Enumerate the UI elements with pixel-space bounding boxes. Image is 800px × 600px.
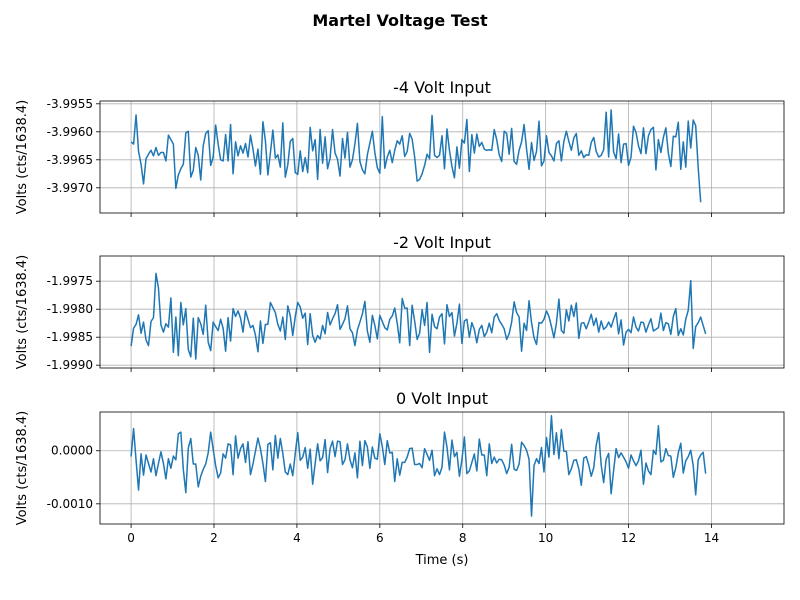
- x-tick-label: 0: [127, 531, 135, 545]
- y-tick-label: -1.9975: [47, 274, 93, 288]
- series-line: [130, 109, 702, 203]
- y-tick-label: -3.9970: [47, 181, 93, 195]
- panel-2: 0 2 4 6 8 10 12 14 0.0000 -0.0010 0 Volt Input Volt…: [15, 389, 785, 568]
- axes-frame: [99, 411, 785, 525]
- y-tick-label: 0.0000: [51, 444, 93, 458]
- x-tick-label: 2: [210, 531, 218, 545]
- x-tick-label: 6: [376, 531, 384, 545]
- panel-title: -2 Volt Input: [393, 233, 491, 252]
- y-tick-label: -1.9990: [47, 358, 93, 372]
- y-tick-label: -3.9955: [47, 97, 93, 111]
- y-tick-label: -3.9965: [47, 153, 93, 167]
- y-axis-label: Volts (cts/1638.4): [15, 411, 30, 525]
- figure-suptitle: Martel Voltage Test: [312, 11, 488, 30]
- series-line: [130, 414, 707, 517]
- panel-title: 0 Volt Input: [396, 389, 488, 408]
- y-tick-label: -1.9980: [47, 302, 93, 316]
- panel-title: -4 Volt Input: [393, 78, 491, 97]
- x-tick-label: 12: [621, 531, 636, 545]
- series-line: [130, 272, 707, 360]
- y-tick-label: -0.0010: [47, 497, 93, 511]
- y-axis-label: Volts (cts/1638.4): [15, 255, 30, 369]
- panel-1: -1.9975 -1.9980 -1.9985 -1.9990 -2 Volt Inpu…: [15, 233, 785, 372]
- chart-panels: -3.9955 -3.9960 -3.9965 -3.9970 -4 Volt Inpu…: [15, 78, 785, 568]
- x-tick-label: 14: [704, 531, 719, 545]
- x-tick-label: 8: [459, 531, 467, 545]
- panel-0: -3.9955 -3.9960 -3.9965 -3.9970 -4 Volt Inpu…: [15, 78, 785, 217]
- x-tick-label: 10: [538, 531, 553, 545]
- y-tick-label: -1.9985: [47, 330, 93, 344]
- x-axis-label: Time (s): [415, 553, 469, 568]
- x-tick-label: 4: [293, 531, 301, 545]
- y-axis-label: Volts (cts/1638.4): [15, 100, 30, 214]
- axes-frame: [99, 100, 785, 214]
- y-tick-label: -3.9960: [47, 125, 93, 139]
- axes-frame: [99, 255, 785, 369]
